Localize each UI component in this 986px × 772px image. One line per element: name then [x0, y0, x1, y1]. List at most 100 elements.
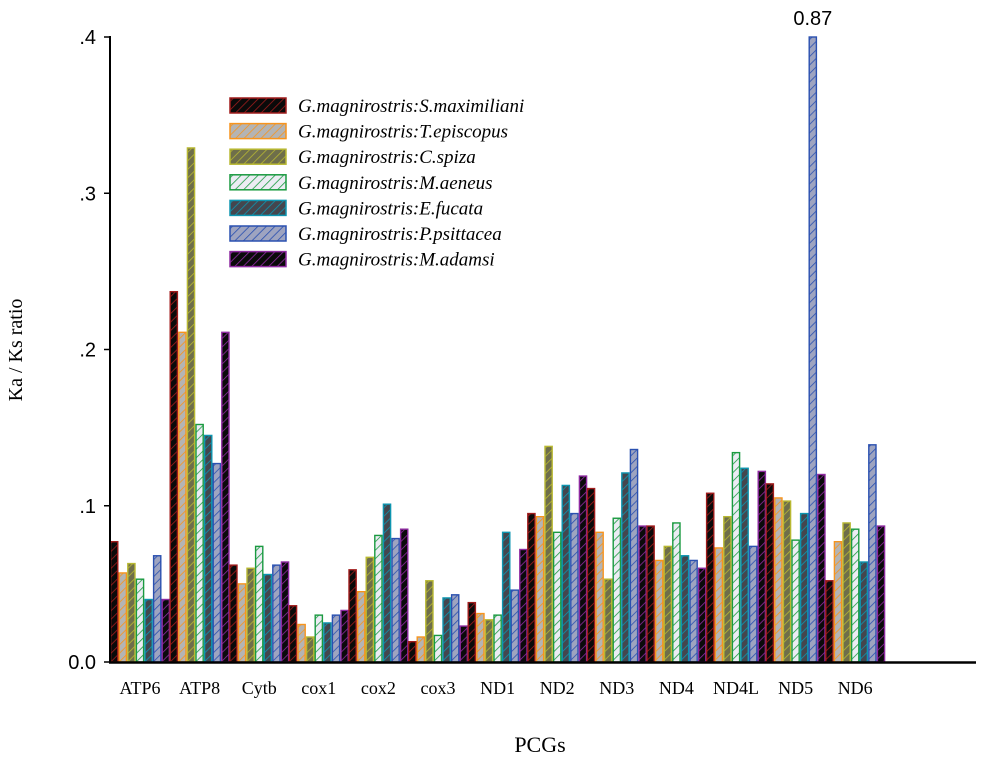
x-tick-label: Cytb	[242, 678, 277, 698]
bar-ATP6-6	[161, 598, 171, 663]
bar-ND4L-6	[757, 470, 767, 663]
bar-cox1-2	[305, 636, 315, 663]
bar-ND3-6	[638, 525, 647, 663]
bar-ND2-1	[535, 515, 545, 663]
bar-cox2-1	[356, 590, 366, 663]
bar-ND1-3	[493, 614, 502, 663]
bar-Cytb-1	[237, 583, 247, 663]
legend: G.magnirostris:S.maximiliani G.magnirostr…	[229, 96, 524, 271]
bar-ND6-2	[842, 522, 851, 663]
y-axis-label: Ka / Ks ratio	[5, 299, 27, 402]
bar-ND4-0	[646, 525, 655, 663]
bar-ND5-2	[782, 500, 792, 663]
bar-ND2-0	[527, 512, 536, 663]
bar-ND1-6	[519, 548, 528, 663]
bar-ND4-5	[689, 559, 698, 663]
legend-swatch	[229, 225, 287, 242]
bar-ND6-5	[868, 444, 877, 663]
legend-item: G.magnirostris:P.psittacea	[229, 224, 502, 245]
bars-layer	[109, 36, 886, 663]
bar-cox3-1	[416, 636, 426, 663]
y-tick-label: .3	[79, 183, 96, 205]
bar-ND3-2	[603, 578, 613, 663]
x-tick-label: ND2	[540, 678, 575, 698]
legend-label: G.magnirostris:M.aeneus	[298, 173, 493, 194]
legend-label: G.magnirostris:T.episcopus	[298, 122, 508, 143]
bar-ND4-4	[680, 555, 690, 663]
bar-ND5-5	[808, 36, 818, 663]
bar-Cytb-0	[229, 564, 238, 663]
bar-ATP8-6	[221, 331, 230, 663]
bar-cox2-4	[382, 503, 392, 663]
bar-ATP6-4	[144, 598, 153, 663]
bar-Cytb-5	[272, 564, 281, 663]
bar-ND5-0	[765, 483, 775, 663]
x-axis-label: PCGs	[514, 732, 565, 757]
legend-item: G.magnirostris:M.adamsi	[229, 250, 495, 271]
legend-label: G.magnirostris:M.adamsi	[298, 250, 495, 271]
bar-ND4L-2	[723, 515, 732, 663]
bar-cox1-4	[323, 622, 332, 663]
bar-ND4L-0	[705, 492, 715, 663]
legend-label: G.magnirostris:E.fucata	[298, 198, 483, 219]
bar-ND3-4	[621, 472, 630, 663]
bar-ND2-5	[570, 512, 579, 663]
y-tick-label: 0.0	[68, 652, 96, 674]
bar-ND6-1	[833, 540, 843, 663]
bar-cox2-3	[374, 534, 383, 663]
y-ticks: 0.0 .1 .2 .3 .4	[68, 27, 110, 674]
bar-Cytb-2	[246, 567, 255, 663]
legend-item: G.magnirostris:S.maximiliani	[229, 96, 524, 117]
x-tick-label: ND4	[659, 678, 694, 698]
bar-ATP8-3	[195, 423, 204, 663]
x-tick-label: ND4L	[713, 678, 759, 698]
y-tick-label: .4	[79, 27, 96, 49]
bar-ND5-4	[799, 512, 809, 663]
bar-ND2-2	[544, 445, 553, 663]
bar-ND6-4	[859, 561, 869, 663]
x-tick-label: ATP8	[179, 678, 220, 698]
bar-cox2-0	[348, 569, 357, 663]
bar-ATP6-0	[109, 540, 119, 663]
bar-ND4-6	[697, 567, 707, 663]
legend-swatch	[229, 122, 287, 140]
bar-ND2-3	[552, 531, 562, 663]
legend-item: G.magnirostris:T.episcopus	[229, 122, 508, 143]
bar-ATP8-2	[186, 147, 196, 663]
x-tick-label: ND1	[480, 678, 515, 698]
bar-ND1-4	[501, 531, 511, 663]
bar-ND6-3	[850, 528, 860, 663]
bar-ND3-0	[586, 487, 596, 663]
bar-ND4-3	[672, 522, 681, 663]
bar-ND4L-5	[748, 545, 758, 663]
bar-ND4L-1	[714, 547, 724, 663]
bar-ND5-3	[791, 539, 800, 663]
y-tick-label: .2	[79, 340, 96, 362]
bar-cox3-2	[425, 580, 434, 663]
legend-swatch	[229, 250, 287, 268]
y-tick-label: .1	[79, 496, 96, 518]
bar-ND2-4	[561, 484, 571, 663]
bar-ND1-2	[484, 619, 494, 663]
bar-cox2-6	[399, 528, 409, 663]
bar-cox2-2	[365, 556, 375, 663]
bar-Cytb-3	[254, 545, 264, 663]
bar-ATP8-1	[178, 331, 187, 663]
bar-Cytb-6	[280, 561, 290, 663]
legend-swatch	[229, 199, 287, 217]
bar-ND3-5	[629, 448, 639, 663]
legend-label: G.magnirostris:C.spiza	[298, 147, 476, 168]
bar-cox3-6	[459, 625, 469, 663]
x-tick-label: ND6	[838, 678, 873, 698]
x-tick-label: ATP6	[119, 678, 160, 698]
bar-ATP6-1	[118, 572, 128, 663]
x-tick-label: ND3	[599, 678, 634, 698]
bar-ND3-3	[612, 517, 622, 663]
bar-ND1-0	[467, 601, 477, 663]
bar-ND4-1	[654, 559, 664, 663]
bar-ND3-1	[595, 531, 604, 663]
annotation-label: 0.87	[793, 8, 832, 30]
legend-item: G.magnirostris:M.aeneus	[229, 173, 493, 194]
bar-ND1-1	[476, 612, 485, 663]
